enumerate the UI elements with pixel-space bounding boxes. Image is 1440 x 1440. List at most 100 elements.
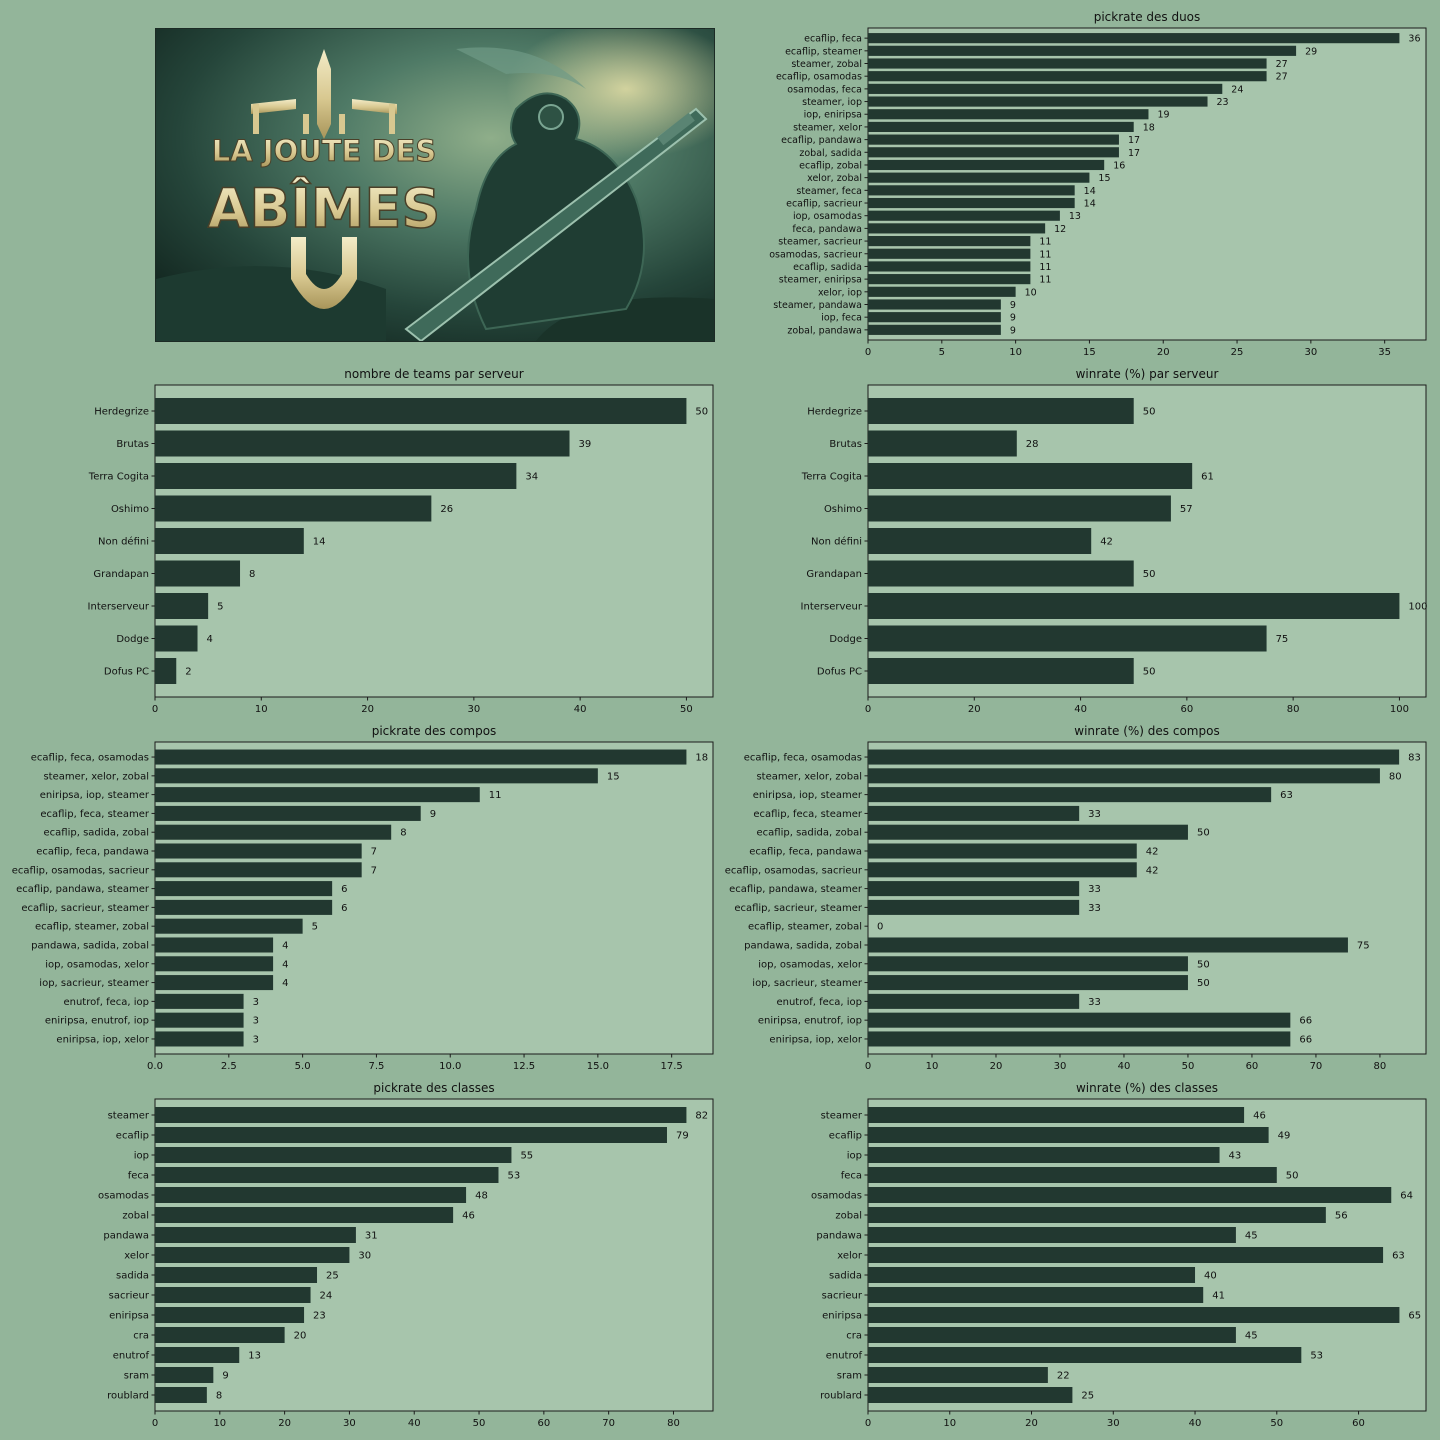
value-label: 33: [1088, 903, 1101, 914]
ytick-label: ecaflip, sacrieur: [786, 199, 862, 210]
xtick-label: 50: [1270, 1418, 1283, 1429]
logo-line1: LA JOUTE DES: [212, 134, 436, 168]
value-label: 16: [1113, 160, 1125, 171]
value-label: 50: [1286, 1171, 1299, 1182]
bar: [155, 1267, 318, 1283]
ytick-label: ecaflip, feca, steamer: [753, 809, 863, 820]
bar: [868, 1187, 1392, 1203]
xtick-label: 60: [1246, 1061, 1259, 1072]
ytick-label: ecaflip, sacrieur, steamer: [734, 903, 863, 914]
value-label: 12: [1054, 224, 1066, 235]
sword: [404, 107, 708, 341]
ytick-label: osamodas, feca: [787, 84, 862, 95]
ytick-label: iop, osamodas, xelor: [758, 959, 863, 970]
bar: [155, 463, 517, 489]
value-label: 25: [1081, 1391, 1094, 1402]
value-label: 9: [222, 1371, 228, 1382]
bar: [155, 1107, 687, 1123]
ytick-label: Interserveur: [801, 602, 863, 613]
ytick-label: iop: [134, 1151, 149, 1162]
value-label: 24: [1231, 84, 1243, 95]
chart-title: nombre de teams par serveur: [344, 367, 524, 381]
ytick-label: xelor: [837, 1251, 863, 1262]
bar: [868, 1107, 1245, 1123]
bar: [868, 1127, 1269, 1143]
bar: [868, 768, 1380, 784]
xtick-label: 70: [602, 1418, 615, 1429]
ytick-label: osamodas, sacrieur: [769, 249, 862, 260]
value-label: 83: [1408, 753, 1421, 764]
ytick-label: ecaflip, steamer, zobal: [748, 922, 862, 933]
xtick-label: 15.0: [587, 1061, 609, 1072]
value-label: 48: [475, 1191, 488, 1202]
value-label: 2: [185, 667, 191, 678]
value-label: 7: [371, 847, 377, 858]
bar: [868, 899, 1080, 915]
logo-line2: ABÎMES: [208, 177, 441, 240]
ytick-label: Dodge: [829, 634, 862, 645]
value-label: 14: [1084, 199, 1096, 210]
ytick-label: ecaflip, steamer, zobal: [35, 922, 149, 933]
value-label: 65: [1408, 1311, 1421, 1322]
ytick-label: eniripsa: [109, 1311, 149, 1322]
value-label: 23: [313, 1311, 326, 1322]
bar: [868, 261, 1031, 272]
chart-title: pickrate des compos: [372, 724, 497, 738]
ytick-label: ecaflip, zobal: [799, 160, 862, 171]
bar: [155, 787, 480, 803]
bar: [868, 463, 1193, 489]
ytick-label: eniripsa, iop, xelor: [56, 1034, 149, 1045]
xtick-label: 100: [1390, 704, 1409, 715]
xtick-label: 2.5: [221, 1061, 237, 1072]
bar: [868, 937, 1348, 953]
value-label: 30: [358, 1251, 371, 1262]
chart-title: winrate (%) des classes: [1076, 1081, 1218, 1095]
xtick-label: 80: [667, 1418, 680, 1429]
value-label: 50: [1197, 978, 1210, 989]
bar: [868, 1031, 1291, 1047]
value-label: 45: [1245, 1231, 1258, 1242]
value-label: 64: [1400, 1191, 1413, 1202]
bar: [155, 1387, 207, 1403]
bar: [868, 805, 1080, 821]
xtick-label: 10: [213, 1418, 226, 1429]
bar: [868, 843, 1137, 859]
bar: [868, 881, 1080, 897]
ytick-label: ecaflip, feca, pandawa: [36, 847, 149, 858]
value-label: 40: [1204, 1271, 1217, 1282]
bar: [868, 45, 1297, 56]
bar: [868, 1347, 1302, 1363]
xtick-label: 60: [537, 1418, 550, 1429]
bar: [155, 1187, 467, 1203]
ytick-label: Herdegrize: [807, 407, 862, 418]
ytick-label: ecaflip, feca, pandawa: [749, 847, 862, 858]
value-label: 17: [1128, 135, 1140, 146]
ytick-label: ecaflip, sadida, zobal: [757, 828, 862, 839]
bar: [155, 495, 432, 522]
value-label: 4: [282, 978, 288, 989]
xtick-label: 30: [343, 1418, 356, 1429]
value-label: 75: [1357, 940, 1370, 951]
bar: [868, 197, 1075, 209]
ytick-label: xelor, zobal: [807, 173, 862, 184]
bar: [868, 1307, 1400, 1323]
ytick-label: sram: [124, 1371, 149, 1382]
value-label: 9: [1010, 300, 1016, 311]
value-label: 9: [1010, 325, 1016, 336]
chart-classes-winrate: winrate (%) des classes steamer 46 ecaflip 4…: [811, 1081, 1427, 1429]
xtick-label: 10.0: [439, 1061, 461, 1072]
ytick-label: Oshimo: [111, 504, 149, 515]
value-label: 22: [1057, 1371, 1070, 1382]
bar: [155, 560, 241, 587]
ytick-label: sacrieur: [109, 1291, 150, 1302]
ytick-label: Brutas: [829, 439, 862, 450]
ytick-label: ecaflip, osamodas, sacrieur: [12, 865, 150, 876]
bar: [155, 1247, 350, 1263]
ytick-label: steamer, xelor, zobal: [43, 771, 149, 782]
value-label: 11: [1039, 275, 1051, 286]
ytick-label: eniripsa, enutrof, iop: [45, 1016, 149, 1027]
ytick-label: cra: [846, 1331, 862, 1342]
value-label: 7: [371, 865, 377, 876]
ytick-label: sacrieur: [822, 1291, 863, 1302]
ytick-label: cra: [133, 1331, 149, 1342]
